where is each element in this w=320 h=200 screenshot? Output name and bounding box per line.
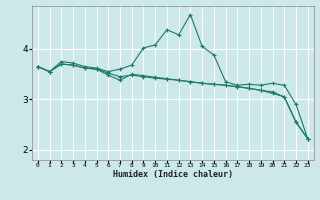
X-axis label: Humidex (Indice chaleur): Humidex (Indice chaleur) [113,170,233,179]
